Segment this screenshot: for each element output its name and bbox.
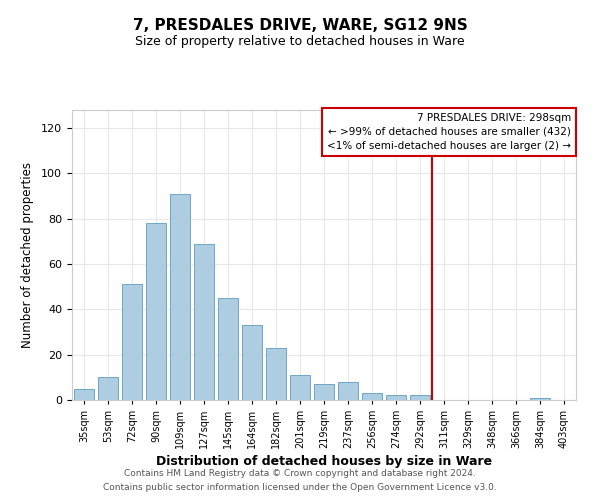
Bar: [98, 378, 118, 400]
Y-axis label: Number of detached properties: Number of detached properties: [21, 162, 34, 348]
Bar: [170, 194, 190, 400]
Bar: [338, 382, 358, 400]
Bar: [218, 298, 238, 400]
Bar: [122, 284, 142, 400]
Bar: [362, 393, 382, 400]
Bar: [74, 388, 94, 400]
Bar: [290, 375, 310, 400]
Bar: [410, 396, 430, 400]
Text: Contains public sector information licensed under the Open Government Licence v3: Contains public sector information licen…: [103, 484, 497, 492]
Bar: [314, 384, 334, 400]
Text: Contains HM Land Registry data © Crown copyright and database right 2024.: Contains HM Land Registry data © Crown c…: [124, 468, 476, 477]
Bar: [146, 224, 166, 400]
Bar: [194, 244, 214, 400]
Bar: [530, 398, 550, 400]
Text: 7, PRESDALES DRIVE, WARE, SG12 9NS: 7, PRESDALES DRIVE, WARE, SG12 9NS: [133, 18, 467, 32]
Text: Size of property relative to detached houses in Ware: Size of property relative to detached ho…: [135, 35, 465, 48]
X-axis label: Distribution of detached houses by size in Ware: Distribution of detached houses by size …: [156, 456, 492, 468]
Bar: [386, 396, 406, 400]
Text: 7 PRESDALES DRIVE: 298sqm
← >99% of detached houses are smaller (432)
<1% of sem: 7 PRESDALES DRIVE: 298sqm ← >99% of deta…: [327, 113, 571, 151]
Bar: [266, 348, 286, 400]
Bar: [242, 325, 262, 400]
